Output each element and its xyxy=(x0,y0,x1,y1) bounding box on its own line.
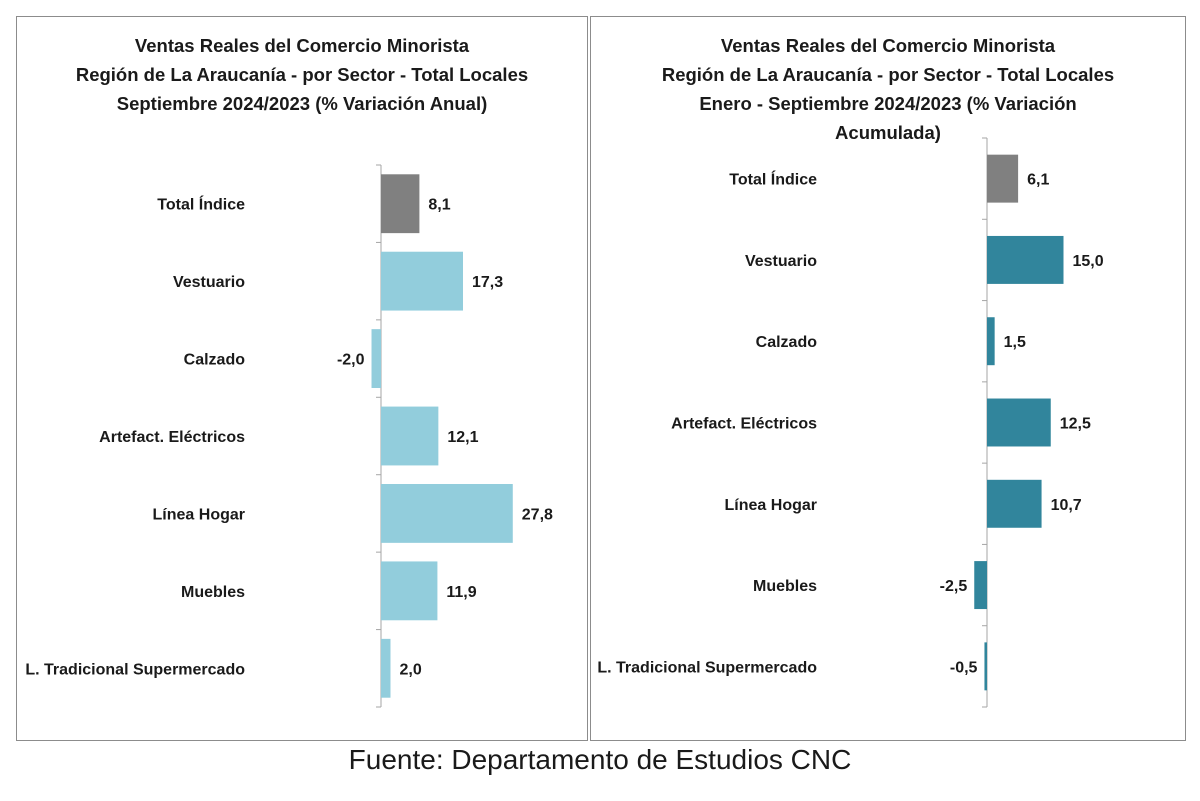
value-label: 17,3 xyxy=(472,274,503,291)
chart-title: Ventas Reales del Comercio Minorista Reg… xyxy=(651,31,1125,147)
category-label: Artefact. Eléctricos xyxy=(99,429,245,446)
bar xyxy=(371,329,381,388)
bar-chart-plot: Total Índice 6,1 Vestuario 15,0 Calzado 1,5 Ar… xyxy=(597,137,1104,708)
category-label: Artefact. Eléctricos xyxy=(671,416,817,433)
chart-title-line: Ventas Reales del Comercio Minorista xyxy=(720,35,1056,56)
value-label: 12,1 xyxy=(447,429,478,446)
value-label: -2,0 xyxy=(337,352,365,369)
chart-title-line: Ventas Reales del Comercio Minorista xyxy=(134,35,470,56)
value-label: -0,5 xyxy=(950,659,978,676)
chart-title-line: Enero - Septiembre 2024/2023 (% Variació… xyxy=(699,93,1077,114)
bar xyxy=(987,235,1064,284)
bar xyxy=(381,174,420,234)
value-label: 10,7 xyxy=(1051,497,1082,514)
value-label: 6,1 xyxy=(1027,172,1049,189)
value-label: 1,5 xyxy=(1004,334,1026,351)
bar xyxy=(381,406,439,466)
bar xyxy=(984,642,987,691)
bar xyxy=(987,154,1019,203)
category-label: Calzado xyxy=(184,352,246,369)
value-label: 12,5 xyxy=(1060,416,1091,433)
chart-title: Ventas Reales del Comercio Minorista Reg… xyxy=(17,31,587,118)
value-label: 8,1 xyxy=(428,197,450,214)
category-label: Total Índice xyxy=(157,195,245,214)
chart-title-line: Región de La Araucanía - por Sector - To… xyxy=(75,64,529,85)
value-label: 11,9 xyxy=(446,584,476,601)
bar xyxy=(987,398,1051,447)
chart-panel-left: Ventas Reales del Comercio Minorista Reg… xyxy=(16,16,588,741)
bar xyxy=(381,484,513,543)
category-label: L. Tradicional Supermercado xyxy=(597,659,817,676)
value-label: 27,8 xyxy=(522,506,553,523)
chart-title-line: Región de La Araucanía - por Sector - To… xyxy=(661,64,1115,85)
category-label: Vestuario xyxy=(745,253,817,270)
category-label: Línea Hogar xyxy=(725,497,817,514)
bar xyxy=(987,479,1042,528)
value-label: 2,0 xyxy=(399,661,421,678)
chart-title-line: Acumulada) xyxy=(835,122,941,143)
source-note: Fuente: Departamento de Estudios CNC xyxy=(348,744,852,775)
category-label: Línea Hogar xyxy=(153,506,245,523)
category-label: Vestuario xyxy=(173,274,245,291)
category-label: L. Tradicional Supermercado xyxy=(25,661,245,678)
chart-panel-right: Ventas Reales del Comercio Minorista Reg… xyxy=(590,16,1186,741)
value-label: 15,0 xyxy=(1073,253,1104,270)
bar xyxy=(381,561,438,621)
bar xyxy=(381,638,391,698)
category-label: Muebles xyxy=(181,584,245,601)
bar-chart-plot: Total Índice 8,1 Vestuario 17,3 Calzado -2,0 A… xyxy=(25,164,553,708)
value-label: -2,5 xyxy=(940,578,968,595)
bar xyxy=(974,561,987,610)
category-label: Total Índice xyxy=(729,170,817,189)
bar xyxy=(381,251,464,311)
bar xyxy=(987,317,995,366)
category-label: Muebles xyxy=(753,578,817,595)
category-label: Calzado xyxy=(756,334,818,351)
chart-title-line: Septiembre 2024/2023 (% Variación Anual) xyxy=(116,93,488,114)
